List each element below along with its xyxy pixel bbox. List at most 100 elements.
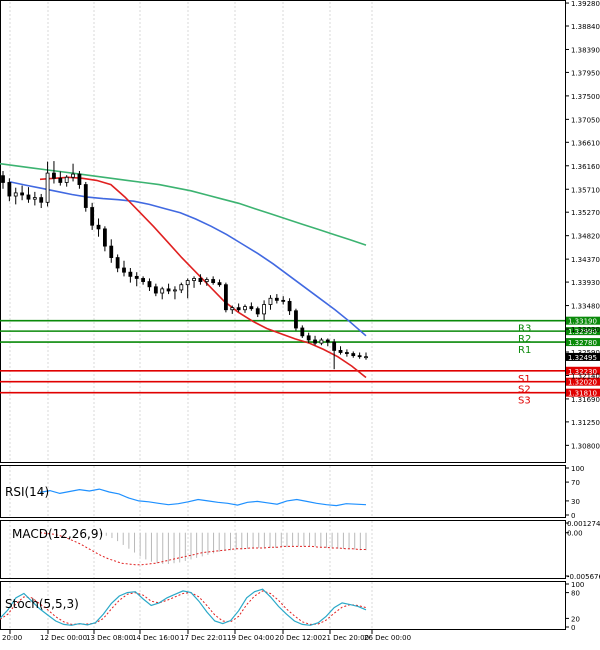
candle-body xyxy=(300,327,305,337)
price-tick-label: 1.36610 xyxy=(571,139,600,147)
candle-body xyxy=(185,280,190,286)
price-tick-label: 1.37050 xyxy=(571,116,600,124)
candle-body xyxy=(364,356,368,359)
candle-body xyxy=(71,173,75,178)
level-name-r2: R2 xyxy=(518,334,531,345)
price-tick-label: 1.32140 xyxy=(571,372,600,380)
price-tick-label: 1.38840 xyxy=(571,23,600,31)
price-tick-label: 1.33480 xyxy=(571,303,600,311)
stoch-tick-label: 20 xyxy=(571,615,580,623)
price-tick-label: 1.31250 xyxy=(571,419,600,427)
price-tick-label: 1.36160 xyxy=(571,163,600,171)
support-resistance-levels: R3 1.33190 R2 1.32990 R1 1.32780 S1 1.32230 S2 1.… xyxy=(0,316,600,407)
level-price-tag xyxy=(566,338,600,347)
level-name-r1: R1 xyxy=(518,345,531,356)
candle-body xyxy=(223,284,228,311)
time-tick-label: 20:00 xyxy=(2,634,22,642)
candle-body xyxy=(160,288,165,294)
price-tick-label: 1.30800 xyxy=(571,442,600,450)
price-tick-label: 1.35270 xyxy=(571,209,600,217)
stoch-signal-line xyxy=(0,590,367,625)
candle-body xyxy=(192,278,196,281)
candle-body xyxy=(26,194,31,200)
candle-body xyxy=(319,339,324,344)
candle-body xyxy=(7,182,12,197)
candle-body xyxy=(141,278,146,282)
level-price-tag xyxy=(566,327,600,336)
level-price-label: 1.32230 xyxy=(568,368,597,376)
candle-body xyxy=(274,297,279,301)
price-tick-label: 1.35710 xyxy=(571,186,600,194)
moving-average-line xyxy=(9,181,367,337)
candle-body xyxy=(147,281,152,288)
candle-body xyxy=(351,353,356,357)
candle-body xyxy=(357,355,362,358)
grid-lines xyxy=(9,2,373,629)
candle-body xyxy=(96,224,101,230)
moving-averages xyxy=(0,162,367,379)
rsi-tick-label: 0 xyxy=(571,512,575,520)
level-name-s2: S2 xyxy=(518,385,531,396)
rsi-tick-label: 70 xyxy=(571,479,580,487)
candle-body xyxy=(58,177,63,183)
time-tick-label: 17 Dec 22:01 xyxy=(180,634,227,642)
candle-body xyxy=(268,297,273,305)
level-price-label: 1.32990 xyxy=(568,328,597,336)
candle-body xyxy=(134,275,139,279)
level-price-label: 1.32020 xyxy=(568,379,597,387)
stoch-main-line xyxy=(0,588,367,626)
candle-body xyxy=(128,271,133,277)
level-price-tag xyxy=(566,316,600,325)
candle-body xyxy=(198,278,203,282)
time-tick-label: 19 Dec 04:00 xyxy=(227,634,274,642)
rsi-tick-label: 100 xyxy=(571,465,584,473)
candle-body xyxy=(115,257,120,269)
price-tick-label: 1.33030 xyxy=(571,326,600,334)
candle-body xyxy=(64,176,69,183)
candle-body xyxy=(166,288,171,292)
candle-body xyxy=(1,175,5,183)
macd-tick-label: 0.001274 xyxy=(567,520,600,528)
candle-body xyxy=(77,173,82,185)
stoch-pane xyxy=(0,581,566,630)
price-tick-label: 1.34370 xyxy=(571,256,600,264)
candle-body xyxy=(102,228,107,247)
candle-body xyxy=(217,282,222,286)
level-price-tag xyxy=(566,366,600,375)
time-tick-label: 12 Dec 00:00 xyxy=(40,634,87,642)
candle-body xyxy=(230,307,235,311)
moving-average-line xyxy=(39,176,367,379)
candle-body xyxy=(52,172,56,179)
current-price-label: 1.32495 xyxy=(568,354,597,362)
stoch-title: Stoch(5,5,3) xyxy=(5,597,79,611)
price-tick-label: 1.33930 xyxy=(571,279,600,287)
macd-indicator: 0.001274 0.00 -0.005676 xyxy=(39,520,600,581)
level-name-r3: R3 xyxy=(518,324,531,335)
stoch-tick-label: 100 xyxy=(571,581,584,589)
candle-body xyxy=(287,300,292,312)
candle-body xyxy=(153,286,158,294)
price-tick-label: 1.37500 xyxy=(571,93,600,101)
candle-body xyxy=(338,350,343,353)
rsi-title: RSI(14) xyxy=(5,485,49,499)
candle-body xyxy=(109,245,114,258)
candle-body xyxy=(211,279,216,284)
price-axis: 1.39280 1.38840 1.38390 1.37950 1.37500 1.370… xyxy=(565,0,600,450)
rsi-line xyxy=(39,488,367,507)
price-tick-label: 1.38390 xyxy=(571,46,600,54)
time-tick-label: 13 Dec 08:00 xyxy=(86,634,133,642)
candle-body xyxy=(90,207,95,226)
candle-body xyxy=(306,335,311,341)
candle-body xyxy=(255,308,260,315)
price-tick-label: 1.37950 xyxy=(571,69,600,77)
candle-body xyxy=(281,299,286,302)
rsi-indicator: 100 70 30 0 xyxy=(39,465,584,520)
price-tick-label: 1.39280 xyxy=(571,0,600,8)
time-tick-label: 14 Dec 16:00 xyxy=(132,634,179,642)
candle-body xyxy=(236,307,241,311)
candle-body xyxy=(204,279,209,282)
